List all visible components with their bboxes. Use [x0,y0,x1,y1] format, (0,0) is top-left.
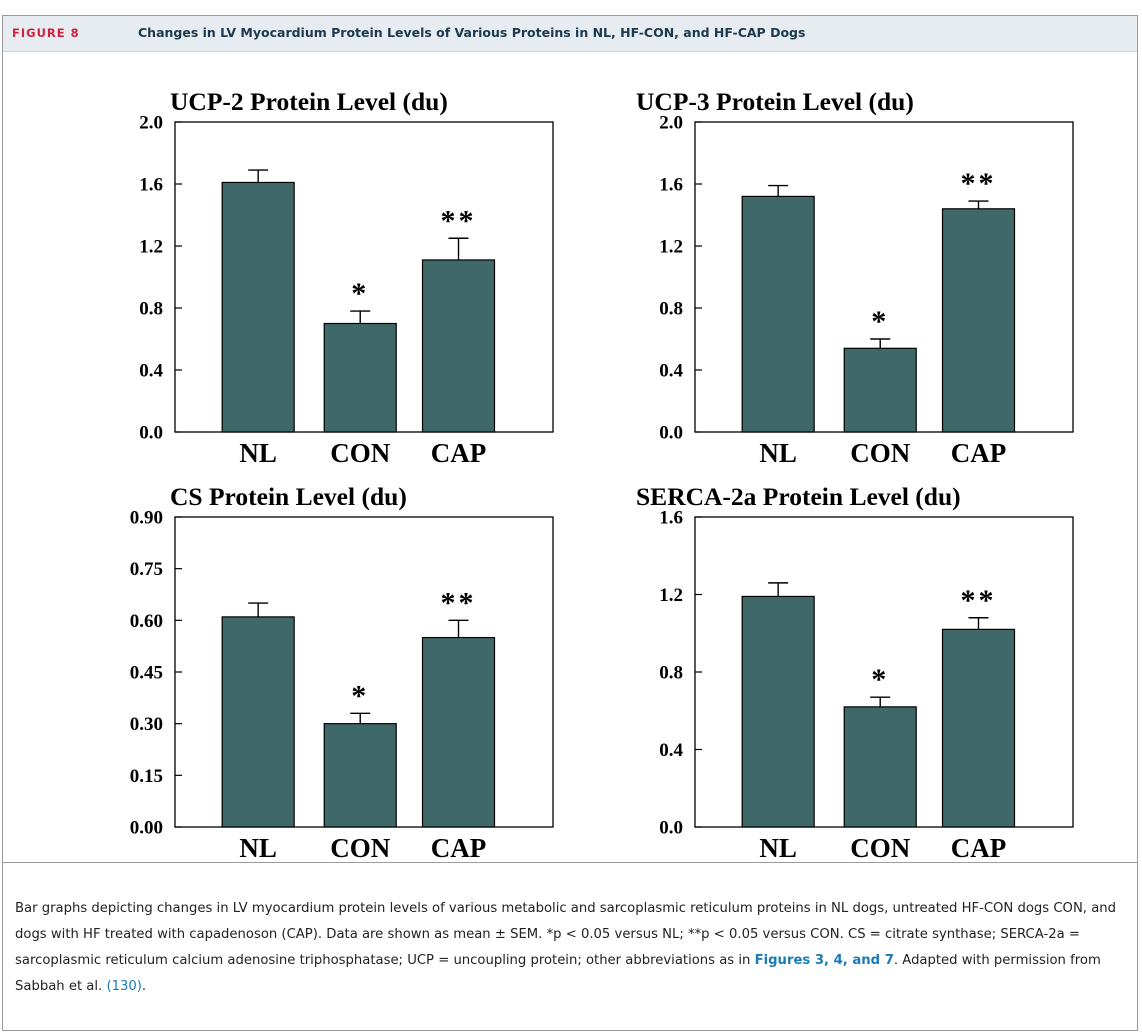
citation-link[interactable]: (130) [106,979,142,994]
category-label: NL [759,438,797,468]
y-tick-label: 0.30 [130,714,163,735]
y-tick-label: 0.0 [659,818,683,839]
chart-title: CS Protein Level (du) [170,482,407,511]
significance-marker: * [871,305,889,338]
category-label: CON [850,438,911,468]
y-tick-label: 0.4 [659,361,683,382]
y-tick-label: 0.75 [130,559,163,580]
y-tick-label: 0.8 [659,299,683,320]
bar-con [843,347,917,433]
category-label: NL [239,438,277,468]
y-tick-label: 1.6 [139,175,163,196]
figure-reference-link[interactable]: Figures 3, 4, and 7 [754,953,894,968]
significance-marker: * [351,679,369,712]
significance-marker: ** [441,204,477,237]
y-tick-label: 2.0 [659,113,683,134]
bar-cap [421,259,496,433]
caption-divider [3,862,1137,863]
bar-con [323,322,397,433]
chart-title: UCP-2 Protein Level (du) [170,87,448,116]
bar-nl [741,195,815,433]
bar-nl [221,616,295,828]
bar-nl [221,181,295,433]
bar-con [843,706,917,828]
y-tick-label: 0.00 [130,818,163,839]
chart-title: SERCA-2a Protein Level (du) [636,482,961,511]
bar-cap [941,628,1016,828]
figure-header: FIGURE 8 Changes in LV Myocardium Protei… [3,16,1137,52]
category-label: CAP [431,438,487,468]
chart-title: UCP-3 Protein Level (du) [636,87,914,116]
significance-marker: ** [441,586,477,619]
figure-panel: FIGURE 8 Changes in LV Myocardium Protei… [2,15,1138,1031]
y-tick-label: 2.0 [139,113,163,134]
y-tick-label: 0.15 [130,766,163,787]
y-tick-label: 1.2 [659,585,683,606]
figure-title: Changes in LV Myocardium Protein Levels … [138,25,806,40]
caption-text: . [141,979,147,994]
y-tick-label: 0.4 [139,361,163,382]
caption-text: Bar graphs depicting changes in LV myoca… [15,901,1116,968]
significance-marker: * [871,663,889,696]
y-tick-label: 0.0 [659,423,683,444]
y-tick-label: 0.0 [139,423,163,444]
category-label: NL [239,833,277,863]
y-tick-label: 0.90 [130,508,163,529]
category-label: CAP [431,833,487,863]
y-tick-label: 1.6 [659,175,683,196]
y-tick-label: 0.45 [130,663,163,684]
y-tick-label: 0.8 [139,299,163,320]
caption-text: . Adapted with permission from Sabbah et… [15,953,1101,994]
y-tick-label: 0.60 [130,611,163,632]
y-tick-label: 0.4 [659,740,683,761]
figure-caption: Bar graphs depicting changes in LV myoca… [15,896,1125,1000]
y-tick-label: 0.8 [659,663,683,684]
category-label: CON [330,438,391,468]
y-tick-label: 1.6 [659,508,683,529]
significance-marker: ** [961,584,997,617]
figure-label: FIGURE 8 [12,26,80,40]
category-label: CAP [951,438,1007,468]
bar-nl [741,595,815,828]
category-label: CON [850,833,911,863]
bar-cap [421,636,496,828]
y-tick-label: 1.2 [139,237,163,258]
significance-marker: ** [961,167,997,200]
y-tick-label: 1.2 [659,237,683,258]
category-label: CAP [951,833,1007,863]
bar-cap [941,208,1016,433]
bar-con [323,723,397,828]
category-label: CON [330,833,391,863]
category-label: NL [759,833,797,863]
significance-marker: * [351,277,369,310]
